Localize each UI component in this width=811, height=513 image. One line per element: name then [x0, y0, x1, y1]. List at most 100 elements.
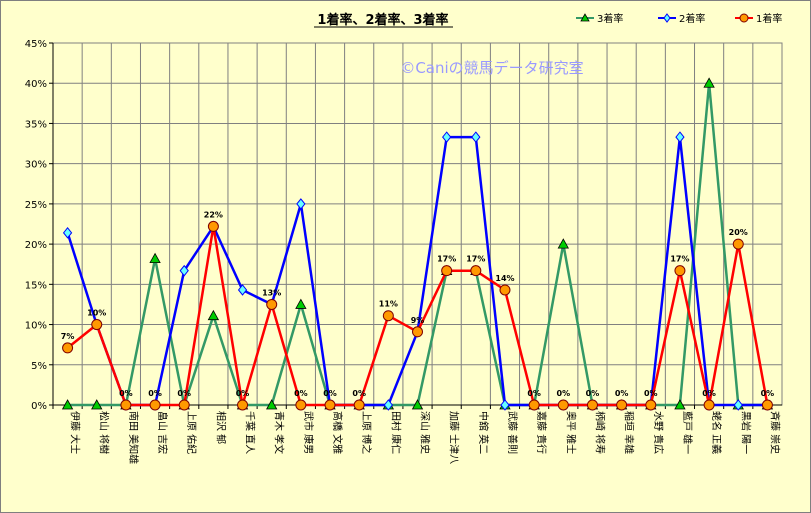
data-label: 0% [557, 389, 571, 398]
data-label: 0% [761, 389, 775, 398]
category-label: 深山 雅史 [419, 411, 432, 454]
y-tick-label: 20% [25, 240, 47, 251]
marker-diamond [237, 284, 248, 296]
category-label: 水野 貴広 [652, 411, 665, 454]
marker-diamond [675, 131, 685, 143]
category-label: 松山 将樹 [98, 411, 111, 454]
marker-diamond [733, 399, 743, 411]
data-label: 0% [586, 389, 600, 398]
data-label: 0% [615, 389, 629, 398]
data-label: 22% [204, 210, 223, 219]
category-label: 武市 康男 [302, 411, 315, 454]
category-label: 伊藤 大士 [69, 411, 82, 454]
data-label: 14% [495, 274, 514, 283]
category-label: 武藤 善則 [506, 411, 519, 454]
legend-label: 3着率 [597, 12, 623, 25]
marker-circle [266, 298, 278, 310]
marker-circle [412, 326, 423, 338]
data-label: 0% [702, 389, 716, 398]
data-label: 0% [644, 389, 658, 398]
marker-triangle [295, 298, 307, 309]
data-label: 17% [670, 255, 689, 264]
y-tick-label: 15% [25, 280, 47, 291]
category-label: 蛯名 正義 [710, 411, 723, 454]
data-labels: 7% 10% 0% 0% 0% 22% 0% 13% 0% 0% 0% 11% 9% 17% 17% 14% 0… [61, 210, 774, 398]
marker-triangle [411, 399, 424, 410]
category-label: 田村 康仁 [389, 411, 402, 454]
y-axis: 0% 5% 10% 15% 20% 25% 30% 35% 40% 45% [25, 39, 54, 412]
data-label: 0% [294, 389, 308, 398]
category-label: 嘉藤 貴行 [535, 411, 548, 454]
marker-diamond [296, 198, 306, 210]
category-label: 藍戸 雄一 [681, 411, 694, 454]
data-label: 0% [119, 389, 133, 398]
marker-triangle [207, 309, 220, 321]
category-label: 奥平 雅士 [564, 411, 577, 454]
category-label: 青木 孝文 [273, 411, 286, 454]
data-label: 0% [527, 389, 541, 398]
marker-circle [470, 265, 482, 277]
data-label: 20% [729, 228, 748, 237]
category-label: 柄崎 将寿 [593, 411, 606, 454]
marker-triangle [91, 399, 103, 410]
legend-label: 1着率 [756, 12, 782, 25]
legend-marker [739, 13, 749, 23]
marker-circle [324, 399, 336, 411]
marker-circle [149, 399, 161, 411]
data-label: 0% [177, 389, 191, 398]
data-label: 0% [148, 389, 162, 398]
legend: 3着率 2着率 1着率 [576, 12, 782, 25]
y-tick-label: 0% [31, 401, 47, 412]
marker-circle [62, 342, 74, 354]
marker-diamond [383, 399, 393, 411]
legend-label: 2着率 [679, 12, 705, 25]
marker-diamond [179, 264, 189, 277]
data-label: 0% [323, 389, 337, 398]
y-tick-label: 35% [25, 119, 47, 130]
marker-circle [557, 399, 569, 411]
y-tick-label: 45% [25, 39, 47, 50]
legend-marker [663, 13, 671, 23]
marker-circle [528, 399, 540, 411]
marker-circle [178, 399, 190, 411]
marker-triangle [674, 399, 686, 410]
marker-triangle [61, 399, 74, 410]
marker-triangle [703, 77, 715, 88]
category-label: 畠山 吉宏 [156, 411, 169, 454]
marker-circle [674, 265, 686, 277]
y-tick-label: 30% [25, 160, 47, 171]
marker-circle [382, 310, 394, 322]
marker-triangle [557, 238, 569, 249]
data-label: 7% [61, 332, 75, 341]
marker-circle [295, 399, 307, 411]
category-label: 千葉 直人 [244, 411, 257, 454]
x-axis: 伊藤 大士 松山 将樹 南田 美知雄 畠山 吉宏 上原 佑紀 相沢 郁 千葉 直人 青木 孝文… [52, 404, 782, 464]
marker-circle [703, 399, 715, 411]
category-label: 稲垣 幸雄 [623, 411, 636, 454]
data-label: 9% [411, 316, 425, 325]
y-tick-label: 10% [25, 321, 47, 332]
marker-circle [120, 399, 132, 411]
series-group [61, 77, 774, 411]
marker-circle [616, 399, 628, 411]
marker-circle [441, 265, 453, 277]
data-label: 0% [352, 389, 366, 398]
category-label: 斉藤 崇史 [768, 411, 781, 454]
marker-circle [732, 238, 744, 250]
legend-marker [580, 13, 590, 22]
data-label: 10% [87, 309, 106, 318]
marker-circle [353, 399, 365, 411]
marker-triangle [149, 252, 161, 263]
category-label: 上原 佑紀 [185, 411, 198, 454]
data-label: 17% [466, 255, 485, 264]
marker-circle [237, 399, 249, 411]
watermark: ©Caniの競馬データ研究室 [400, 59, 583, 77]
marker-diamond [442, 131, 452, 143]
category-label: 高橋 文雅 [331, 411, 344, 454]
marker-circle [586, 399, 598, 411]
category-label: 上原 博之 [360, 411, 373, 454]
plot-area [52, 42, 783, 406]
marker-circle [499, 284, 511, 296]
category-label: 相沢 郁 [214, 411, 227, 444]
